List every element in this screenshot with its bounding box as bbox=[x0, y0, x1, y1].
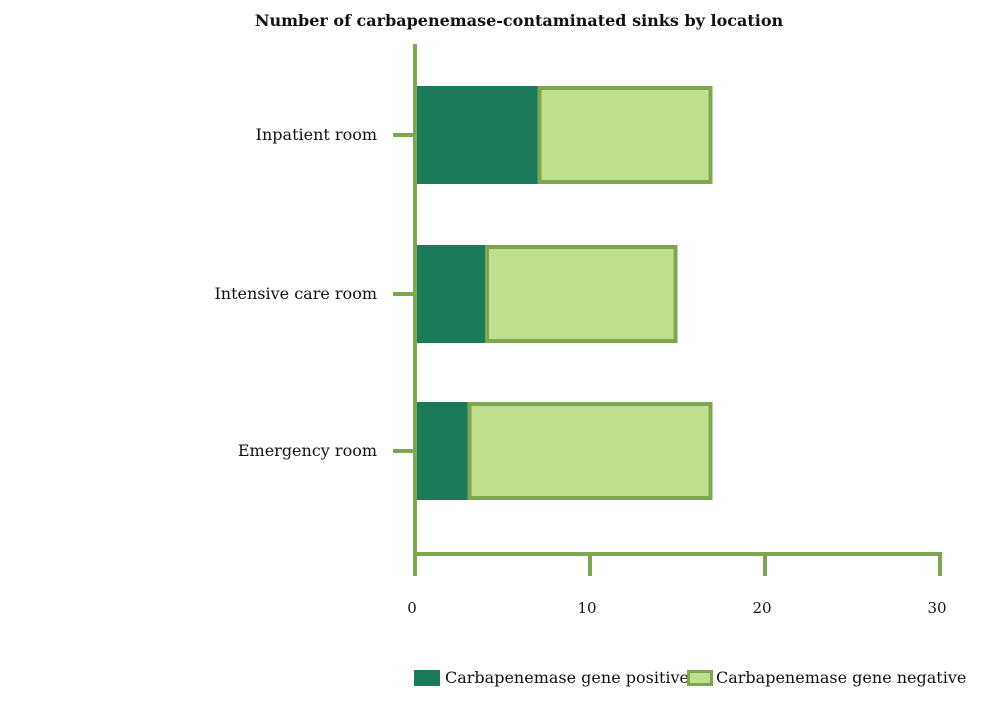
category-label-3: Emergency room bbox=[238, 441, 377, 460]
legend: Carbapenemase gene positive Carbapenemase… bbox=[414, 668, 966, 687]
bar-negative-3 bbox=[467, 402, 713, 500]
bar-positive-1 bbox=[415, 86, 538, 184]
legend-label-positive: Carbapenemase gene positive bbox=[445, 668, 689, 687]
category-label-2: Intensive care room bbox=[214, 284, 377, 303]
category-label-1: Inpatient room bbox=[256, 125, 377, 144]
bar-positive-2 bbox=[415, 245, 485, 343]
x-tick-label-30: 30 bbox=[927, 599, 946, 617]
x-tick-label-20: 20 bbox=[752, 599, 771, 617]
bar-positive-3 bbox=[415, 402, 468, 500]
bar-negative-1 bbox=[537, 86, 713, 184]
bar-negative-2 bbox=[485, 245, 678, 343]
x-tick-label-0: 0 bbox=[407, 599, 417, 617]
legend-label-negative: Carbapenemase gene negative bbox=[716, 668, 966, 687]
legend-swatch-positive bbox=[414, 670, 440, 686]
legend-swatch-negative bbox=[687, 670, 713, 686]
x-tick-label-10: 10 bbox=[577, 599, 596, 617]
plot-area: Inpatient room Intensive care room Emergen… bbox=[214, 44, 947, 617]
chart-title: Number of carbapenemase-contaminated sin… bbox=[255, 11, 784, 30]
